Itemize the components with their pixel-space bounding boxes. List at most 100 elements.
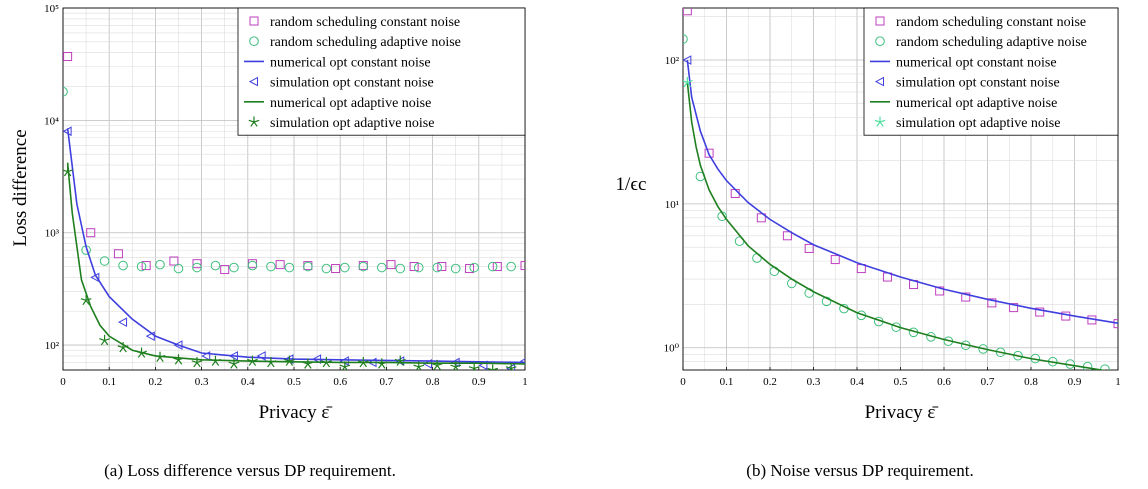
data-point bbox=[683, 8, 692, 16]
x-tick-label: 0 bbox=[680, 376, 686, 388]
data-point bbox=[331, 264, 341, 274]
x-tick-label: 0.8 bbox=[426, 376, 440, 388]
data-point bbox=[450, 263, 461, 274]
legend-label: numerical opt adaptive noise bbox=[270, 96, 431, 111]
legend-swatch bbox=[875, 36, 885, 47]
data-point bbox=[247, 355, 258, 366]
data-point bbox=[683, 76, 693, 88]
data-point bbox=[247, 260, 258, 271]
data-point bbox=[1035, 307, 1045, 317]
legend-swatch bbox=[874, 116, 886, 127]
x-axis-label: Privacy ε̄ bbox=[865, 402, 939, 423]
data-point bbox=[173, 340, 183, 350]
caption-a: (a) Loss difference versus DP requiremen… bbox=[104, 461, 396, 480]
data-point bbox=[155, 259, 165, 270]
data-point bbox=[769, 266, 780, 277]
y-tick-label: 10³ bbox=[45, 228, 60, 240]
x-tick-label: 0.4 bbox=[850, 376, 864, 388]
series-simulation-opt-adaptive-noise bbox=[683, 76, 693, 88]
data-point bbox=[432, 262, 443, 273]
data-point bbox=[312, 354, 322, 364]
data-point bbox=[192, 262, 202, 273]
data-point bbox=[191, 356, 203, 368]
y-tick-label: 10² bbox=[45, 340, 60, 352]
data-point bbox=[192, 259, 202, 269]
data-point bbox=[99, 334, 110, 346]
data-point bbox=[90, 272, 100, 283]
data-point bbox=[80, 294, 92, 306]
x-tick-label: 0.9 bbox=[1068, 376, 1082, 388]
legend-label: random scheduling adaptive noise bbox=[270, 35, 461, 50]
data-point bbox=[505, 362, 517, 370]
series-random-scheduling-adaptive-noise bbox=[683, 34, 1110, 370]
x-tick-label: 0.6 bbox=[333, 376, 347, 388]
data-point bbox=[303, 261, 313, 272]
data-point bbox=[413, 361, 425, 370]
legend-label: random scheduling constant noise bbox=[896, 15, 1086, 30]
data-point bbox=[804, 243, 814, 253]
x-tick-label: 0.1 bbox=[102, 376, 116, 388]
series-simulation-opt-constant-noise bbox=[683, 55, 692, 65]
x-tick-label: 0.3 bbox=[195, 376, 209, 388]
series-random-scheduling-constant-noise bbox=[63, 52, 525, 275]
data-point bbox=[730, 189, 740, 199]
x-tick-label: 0.5 bbox=[287, 376, 301, 388]
data-point bbox=[995, 347, 1006, 358]
series-random-scheduling-adaptive-noise bbox=[63, 86, 516, 274]
data-point bbox=[210, 355, 221, 366]
data-point bbox=[321, 263, 332, 274]
series-random-scheduling-constant-noise bbox=[683, 8, 1118, 329]
data-point bbox=[469, 262, 479, 273]
legend-label: simulation opt constant noise bbox=[270, 76, 434, 91]
x-tick-label: 0.7 bbox=[981, 376, 995, 388]
caption-b: (b) Noise versus DP requirement. bbox=[746, 461, 973, 480]
plot-area bbox=[63, 52, 525, 370]
x-tick-label: 0.2 bbox=[763, 376, 777, 388]
x-tick-label: 0.6 bbox=[937, 376, 951, 388]
series-line bbox=[686, 59, 1118, 325]
data-point bbox=[394, 355, 406, 366]
legend: random scheduling constant noise random s… bbox=[237, 7, 526, 136]
x-tick-label: 0.3 bbox=[807, 376, 821, 388]
data-point bbox=[987, 298, 997, 308]
data-point bbox=[201, 351, 211, 361]
legend-swatch bbox=[249, 16, 259, 26]
data-point bbox=[173, 263, 184, 274]
data-point bbox=[266, 261, 276, 272]
data-point bbox=[935, 286, 945, 296]
data-point bbox=[1009, 303, 1019, 313]
data-point bbox=[782, 231, 792, 241]
x-axis-label: Privacy ε̄ bbox=[259, 402, 333, 423]
data-point bbox=[228, 351, 238, 361]
data-point bbox=[386, 260, 396, 270]
data-point bbox=[437, 262, 447, 272]
data-point bbox=[821, 296, 832, 307]
data-point bbox=[487, 261, 498, 272]
x-tick-label: 0.4 bbox=[241, 376, 255, 388]
data-point bbox=[431, 359, 443, 370]
data-point bbox=[113, 249, 123, 259]
data-point bbox=[468, 362, 480, 370]
data-point bbox=[830, 255, 840, 265]
legend-label: numerical opt constant noise bbox=[896, 55, 1057, 70]
data-point bbox=[683, 34, 688, 44]
data-point bbox=[86, 228, 96, 238]
data-point bbox=[492, 262, 502, 272]
data-point bbox=[173, 354, 184, 365]
series-numerical-opt-constant-noise bbox=[66, 128, 525, 364]
y-tick-label: 10⁰ bbox=[664, 343, 680, 355]
series-numerical-opt-adaptive-noise bbox=[66, 162, 525, 365]
x-tick-label: 0.8 bbox=[1024, 376, 1038, 388]
chart-noise: 0 0.1 0.2 0.3 0.4 0.5 0.6 0.7 0.8 0.9 1 10⁰ 10¹ 10² Pr… bbox=[616, 7, 1121, 423]
data-point bbox=[376, 262, 387, 273]
data-point bbox=[229, 262, 239, 273]
data-point bbox=[63, 126, 72, 137]
data-point bbox=[117, 342, 129, 353]
data-point bbox=[520, 261, 525, 271]
data-point bbox=[465, 264, 475, 274]
data-point bbox=[1061, 311, 1071, 321]
x-tick-label: 1 bbox=[522, 376, 528, 388]
data-point bbox=[136, 347, 147, 358]
series-numerical-opt-constant-noise bbox=[686, 59, 1118, 325]
